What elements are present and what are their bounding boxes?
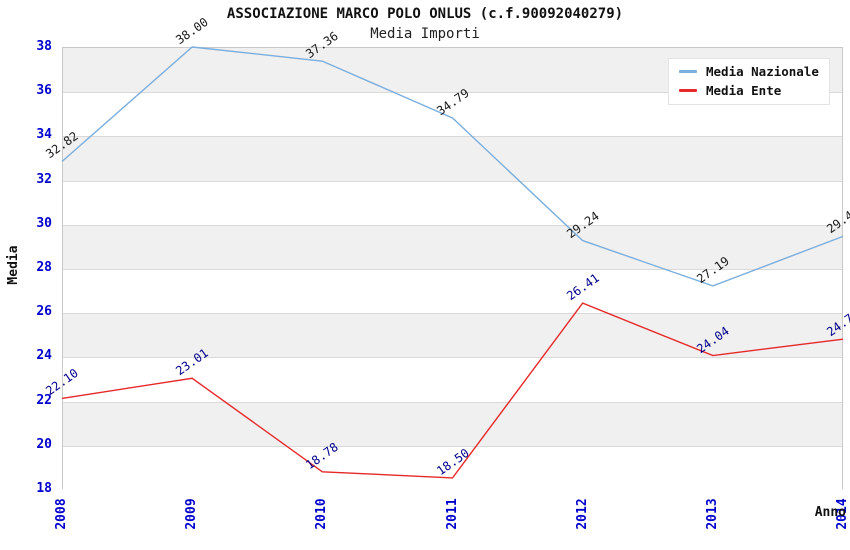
legend-item-media-nazionale: Media Nazionale xyxy=(679,64,819,79)
x-tick-label: 2009 xyxy=(184,498,200,530)
y-axis-title: Media xyxy=(6,245,21,285)
gridline xyxy=(63,313,842,315)
x-axis-title: Anno xyxy=(814,505,846,520)
y-tick-label: 30 xyxy=(36,215,52,231)
y-tick-label: 24 xyxy=(36,348,52,364)
legend-line-swatch-nazionale xyxy=(679,70,697,73)
legend-label-ente: Media Ente xyxy=(706,83,782,98)
plot-band xyxy=(63,401,842,446)
y-tick-label: 22 xyxy=(36,392,52,408)
gridline xyxy=(63,401,842,403)
y-tick-label: 20 xyxy=(36,436,52,452)
chart-subtitle: Media Importi xyxy=(370,26,480,42)
plot-band xyxy=(63,136,842,181)
gridline xyxy=(63,136,842,138)
x-tick-label: 2013 xyxy=(704,498,720,530)
x-tick-label: 2008 xyxy=(54,498,69,530)
y-tick-label: 32 xyxy=(36,171,52,187)
plot-band xyxy=(63,269,842,314)
plot-band xyxy=(63,180,842,225)
gridline xyxy=(63,180,842,182)
legend-line-swatch-ente xyxy=(679,89,697,92)
gridline xyxy=(63,357,842,359)
x-tick-label: 2010 xyxy=(314,498,330,530)
y-tick-label: 28 xyxy=(36,260,52,275)
y-tick-label: 34 xyxy=(36,127,52,143)
x-tick-label: 2011 xyxy=(444,498,460,530)
gridline xyxy=(63,224,842,226)
y-tick-label: 38 xyxy=(36,39,52,54)
x-tick-label: 2012 xyxy=(574,498,590,530)
legend-label-nazionale: Media Nazionale xyxy=(706,64,819,79)
chart-title: ASSOCIAZIONE MARCO POLO ONLUS (c.f.90092… xyxy=(226,6,624,22)
y-tick-label: 36 xyxy=(36,83,52,99)
y-tick-label: 18 xyxy=(36,481,52,496)
legend-item-media-ente: Media Ente xyxy=(679,83,819,98)
gridline xyxy=(63,445,842,447)
y-tick-label: 26 xyxy=(36,304,52,320)
legend: Media Nazionale Media Ente xyxy=(668,58,830,105)
